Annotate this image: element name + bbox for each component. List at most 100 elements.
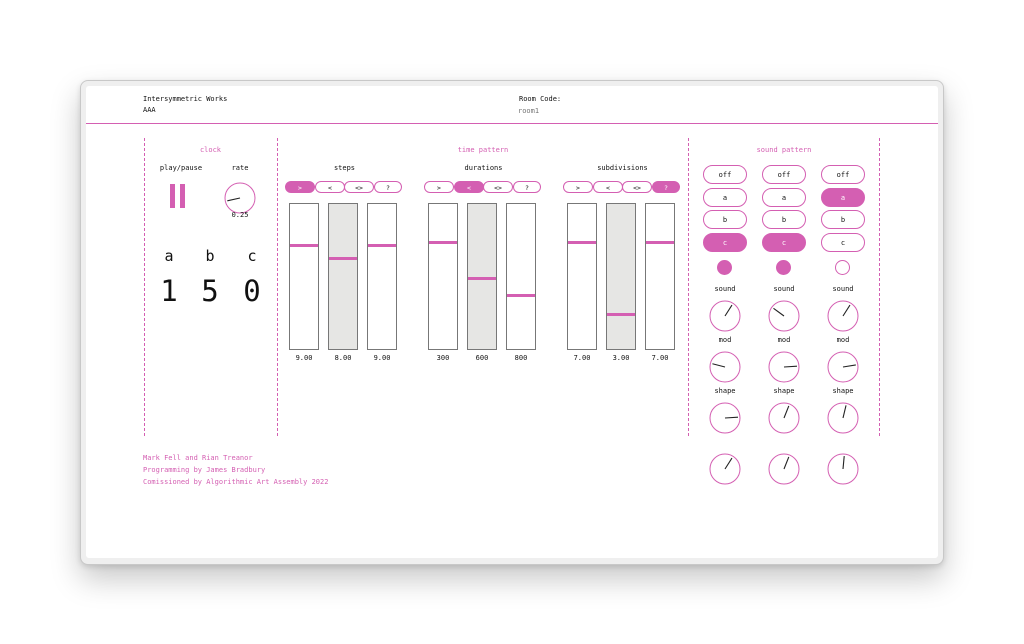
group-label-2: subdivisions — [597, 164, 648, 172]
group-0-slider-2[interactable] — [367, 203, 397, 350]
counter-value-c: 0 — [243, 274, 261, 308]
group-1-slider-2[interactable] — [506, 203, 536, 350]
slider-thumb[interactable] — [607, 313, 635, 316]
credit-line-3: Comissioned by Algorithmic Art Assembly … — [143, 478, 329, 486]
group-2-slider-0-value: 7.00 — [573, 354, 591, 362]
group-1-slider-2-value: 800 — [514, 354, 528, 362]
slider-thumb[interactable] — [329, 257, 357, 260]
group-0-slider-2-value: 9.00 — [373, 354, 391, 362]
slider-thumb[interactable] — [646, 241, 674, 244]
sound-col-1-off-button[interactable]: off — [762, 165, 806, 184]
sound-col-0-shape-label: shape — [714, 387, 736, 395]
group-0-pingpong-button[interactable]: <> — [344, 181, 374, 193]
group-1-backward-button[interactable]: < — [454, 181, 484, 193]
group-0-backward-button[interactable]: < — [315, 181, 345, 193]
sound-pattern-title: sound pattern — [756, 146, 812, 154]
sound-col-0-mod-label: mod — [718, 336, 732, 344]
group-0-slider-0-value: 9.00 — [295, 354, 313, 362]
group-0-forward-button[interactable]: > — [285, 181, 315, 193]
sound-col-0-off-button[interactable]: off — [703, 165, 747, 184]
sound-col-2-shape-label: shape — [832, 387, 854, 395]
group-1-forward-button[interactable]: > — [424, 181, 454, 193]
credit-line-2: Programming by James Bradbury — [143, 466, 266, 474]
sound-col-1-a-button[interactable]: a — [762, 187, 806, 207]
knob-needle — [724, 457, 733, 470]
pause-icon — [170, 184, 175, 208]
sound-col-1-knob-2[interactable] — [768, 402, 800, 434]
counter-value-a: 1 — [160, 274, 178, 308]
play-pause-button[interactable] — [170, 184, 188, 208]
sound-col-1-knob-3[interactable] — [768, 453, 800, 485]
group-1-slider-1[interactable] — [467, 203, 497, 350]
app-page: Intersymmetric Works AAA Room Code: cloc… — [86, 86, 938, 558]
group-1-pingpong-button[interactable]: <> — [483, 181, 513, 193]
sound-col-1-b-button[interactable]: b — [762, 210, 806, 229]
room-code-label: Room Code: — [519, 95, 562, 103]
sound-col-0-knob-2[interactable] — [709, 402, 741, 434]
sound-col-2-off-button[interactable]: off — [821, 165, 865, 184]
group-2-slider-1-value: 3.00 — [612, 354, 630, 362]
sound-col-0-knob-3[interactable] — [709, 453, 741, 485]
knob-needle — [842, 304, 851, 317]
rate-label: rate — [231, 164, 249, 172]
knob-needle — [773, 307, 785, 317]
sound-col-1-knob-1[interactable] — [768, 351, 800, 383]
counter-value-b: 5 — [201, 274, 219, 308]
sound-col-0-b-button[interactable]: b — [703, 210, 747, 229]
knob-needle — [724, 304, 733, 317]
counter-letter-c: c — [247, 247, 257, 265]
group-2-pingpong-button[interactable]: <> — [622, 181, 652, 193]
app-title: Intersymmetric Works — [143, 95, 228, 103]
knob-needle — [783, 365, 798, 368]
group-2-slider-1[interactable] — [606, 203, 636, 350]
play-pause-label: play/pause — [159, 164, 203, 172]
knob-needle — [842, 405, 847, 419]
sound-col-2-knob-1[interactable] — [827, 351, 859, 383]
knob-needle — [783, 456, 790, 470]
sound-col-0-c-button[interactable]: c — [703, 232, 747, 252]
counter-letter-b: b — [205, 247, 215, 265]
slider-thumb[interactable] — [468, 277, 496, 280]
group-0-slider-0[interactable] — [289, 203, 319, 350]
slider-thumb[interactable] — [429, 241, 457, 244]
knob-needle — [712, 363, 726, 368]
rate-knob[interactable] — [224, 182, 256, 214]
group-1-random-button[interactable]: ? — [513, 181, 541, 193]
divider-clock-time — [277, 138, 278, 436]
sound-col-2-sound-label: sound — [832, 285, 854, 293]
group-1-slider-0[interactable] — [428, 203, 458, 350]
group-2-forward-button[interactable]: > — [563, 181, 593, 193]
room-code-input[interactable] — [518, 105, 638, 116]
group-2-backward-button[interactable]: < — [593, 181, 623, 193]
group-label-1: durations — [464, 164, 503, 172]
knob-needle — [724, 416, 739, 419]
group-0-random-button[interactable]: ? — [374, 181, 402, 193]
group-2-random-button[interactable]: ? — [652, 181, 680, 193]
counter-letter-a: a — [164, 247, 174, 265]
sound-col-2-c-button[interactable]: c — [821, 232, 865, 252]
slider-thumb[interactable] — [507, 294, 535, 297]
divider-left — [144, 138, 145, 436]
sound-col-0-sound-label: sound — [714, 285, 736, 293]
sound-col-2-knob-2[interactable] — [827, 402, 859, 434]
slider-thumb[interactable] — [568, 241, 596, 244]
sound-col-2-a-button[interactable]: a — [821, 187, 865, 207]
group-0-slider-1-value: 8.00 — [334, 354, 352, 362]
sound-col-1-c-button[interactable]: c — [762, 232, 806, 252]
group-label-0: steps — [333, 164, 356, 172]
slider-thumb[interactable] — [290, 244, 318, 247]
sound-col-2-b-button[interactable]: b — [821, 210, 865, 229]
sound-col-2-knob-0[interactable] — [827, 300, 859, 332]
group-2-slider-2-value: 7.00 — [651, 354, 669, 362]
sound-col-0-knob-1[interactable] — [709, 351, 741, 383]
group-2-slider-0[interactable] — [567, 203, 597, 350]
credit-line-1: Mark Fell and Rian Treanor — [143, 454, 253, 462]
sound-col-0-knob-0[interactable] — [709, 300, 741, 332]
sound-col-0-a-button[interactable]: a — [703, 187, 747, 207]
slider-thumb[interactable] — [368, 244, 396, 247]
group-2-slider-2[interactable] — [645, 203, 675, 350]
sound-col-1-shape-label: shape — [773, 387, 795, 395]
group-0-slider-1[interactable] — [328, 203, 358, 350]
sound-col-1-knob-0[interactable] — [768, 300, 800, 332]
sound-col-2-knob-3[interactable] — [827, 453, 859, 485]
